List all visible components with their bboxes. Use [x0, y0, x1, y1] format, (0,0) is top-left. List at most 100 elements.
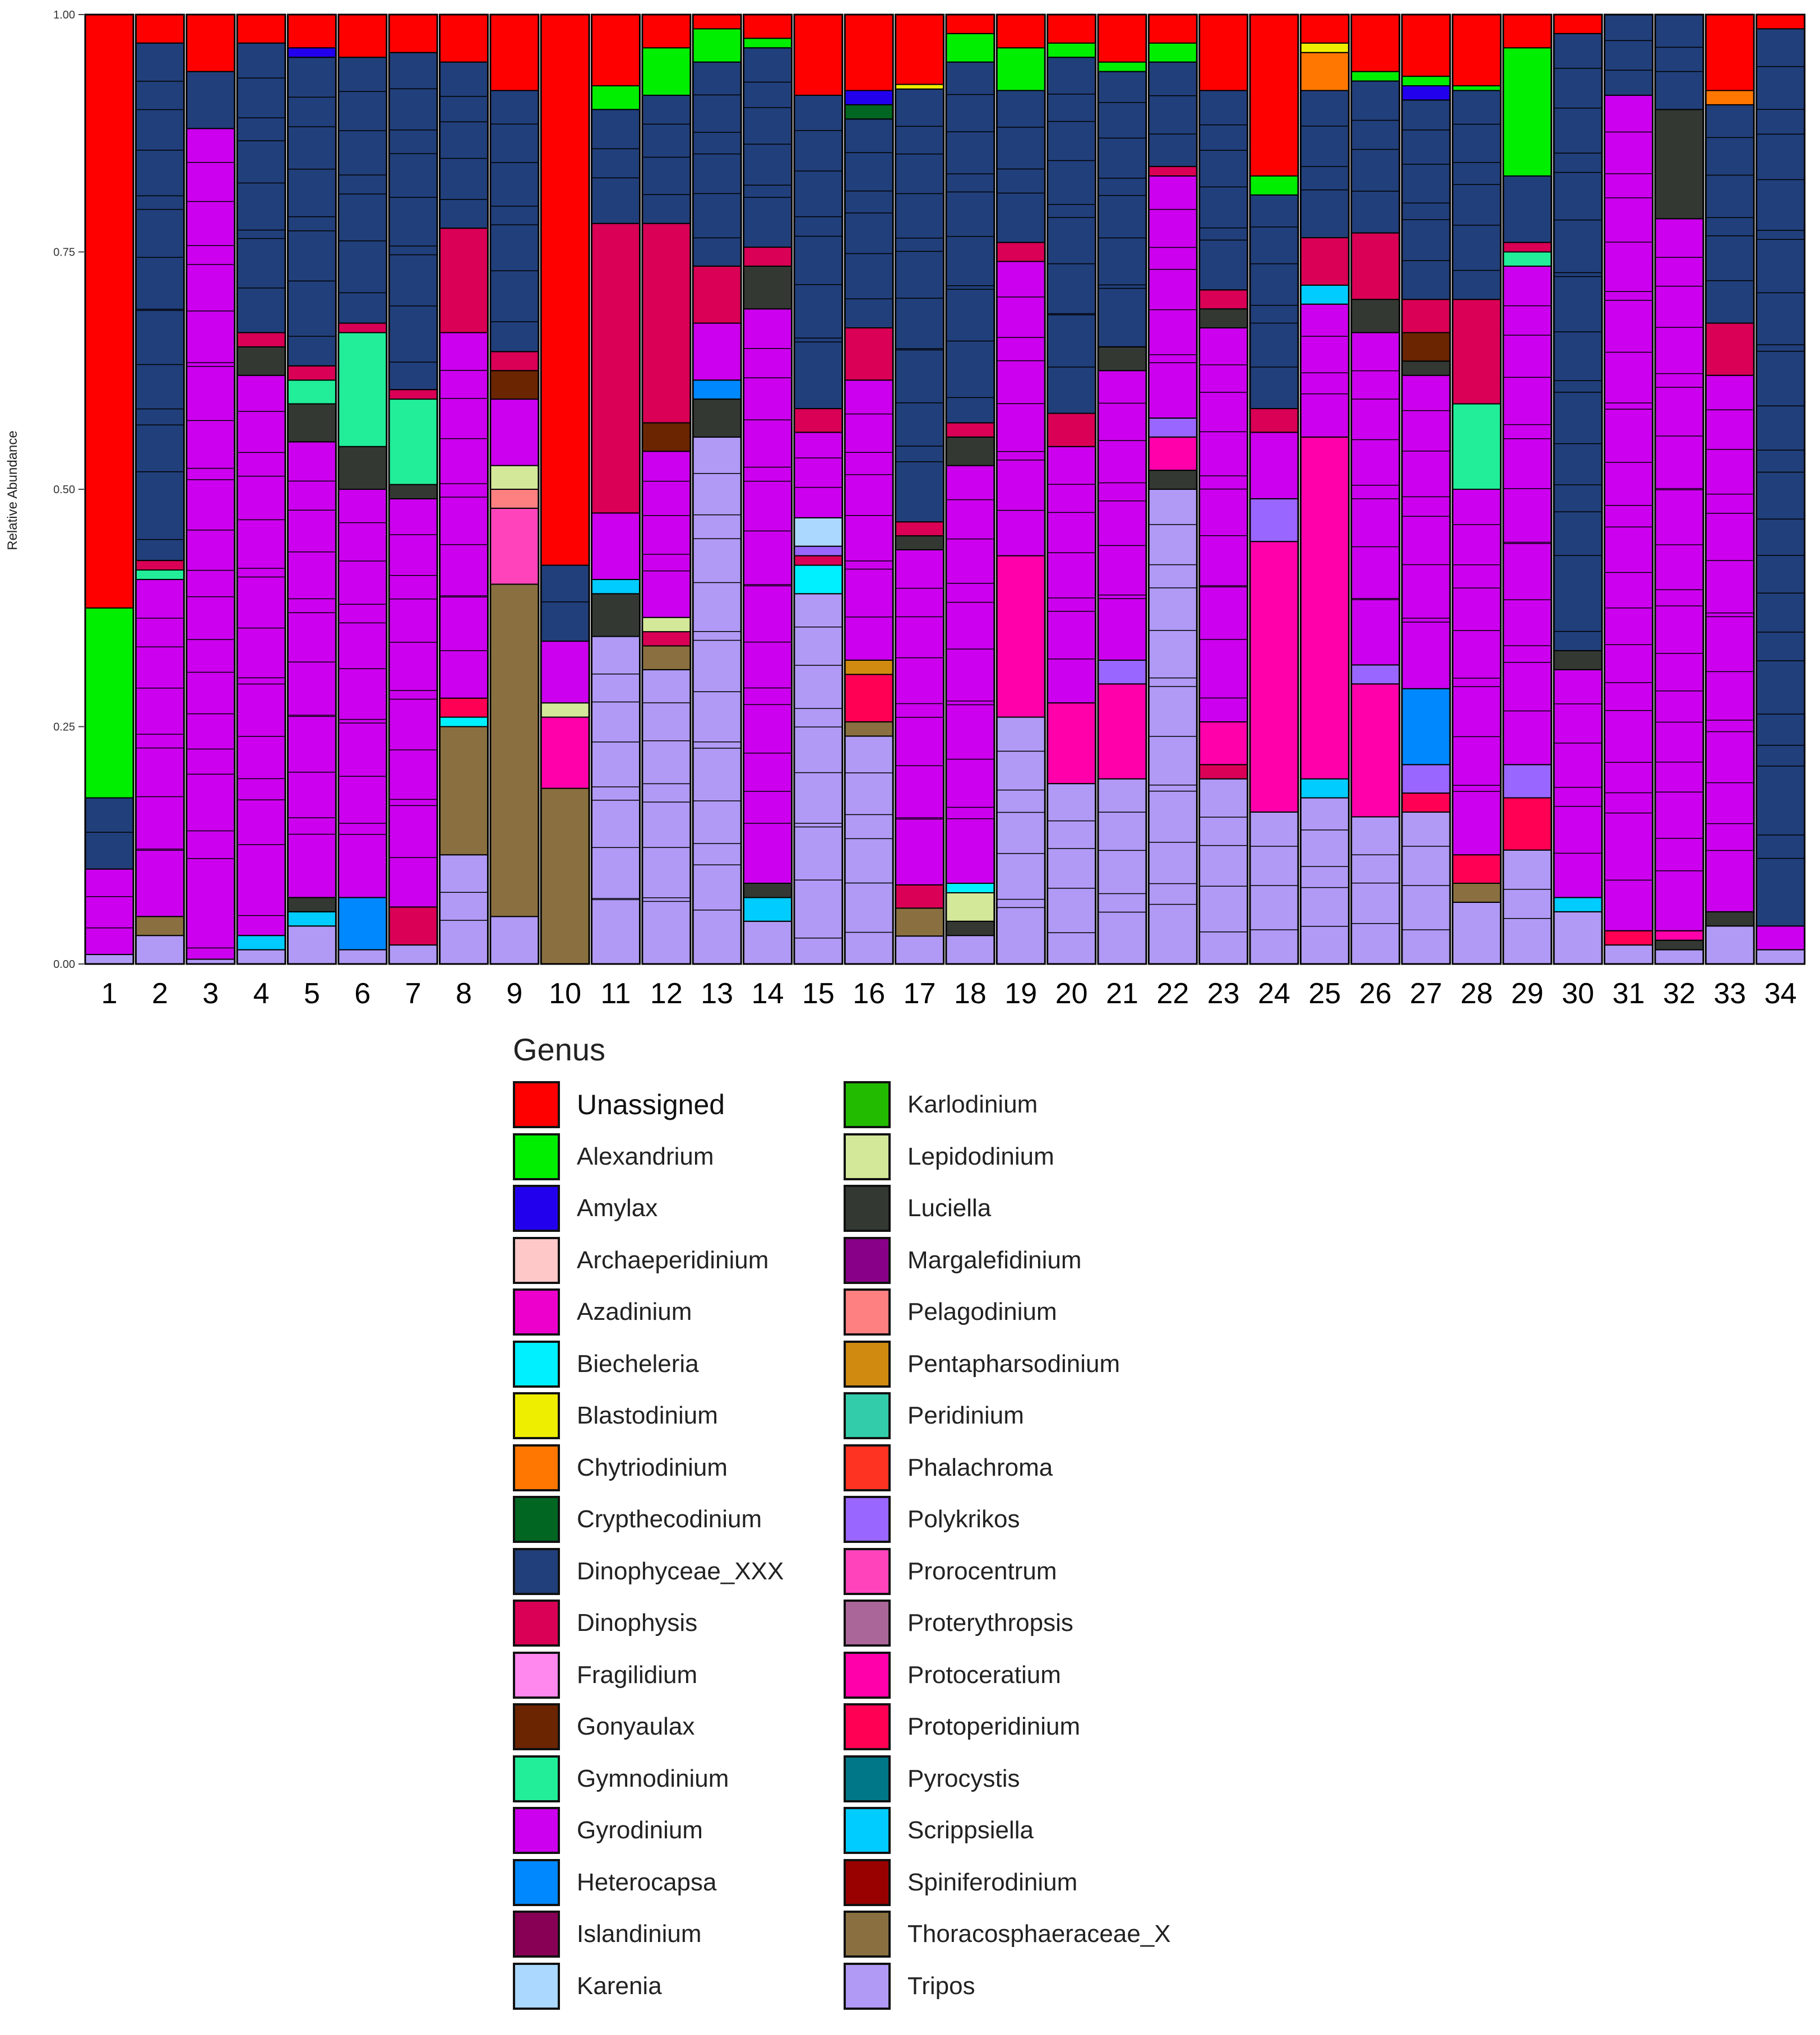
legend-swatch — [513, 1133, 560, 1180]
bar-segment-blastodinium — [895, 84, 944, 90]
bar-sample-13 — [692, 13, 742, 965]
legend-label: Tripos — [907, 1972, 975, 2000]
legend-item-phalachroma: Phalachroma — [844, 1442, 1157, 1494]
bar-segment-unassigned — [1401, 14, 1451, 77]
bar-segment-dinophyceae_xxx — [1300, 90, 1350, 239]
bar-segment-polykrikos — [1097, 659, 1147, 685]
bar-segment-alexandrium — [996, 47, 1046, 91]
bar-sample-26 — [1350, 13, 1401, 965]
bar-segment-thoracosphaeraceae_x — [641, 645, 691, 670]
bar-segment-tripos — [135, 935, 185, 965]
bar-segment-unassigned — [237, 14, 286, 44]
bar-segment-alexandrium — [1350, 71, 1400, 82]
bar-segment-gyrodinium — [1097, 370, 1147, 661]
bar-segment-gyrodinium — [1198, 327, 1248, 723]
bar-segment-dinophysis — [135, 560, 185, 571]
bar-segment-dinophysis — [945, 422, 995, 438]
bar-segment-thoracosphaeraceae_x — [1452, 883, 1502, 903]
x-tick-label: 2 — [152, 977, 168, 1009]
bar-sample-10 — [540, 13, 590, 965]
legend-item-archaeperidinium: Archaeperidinium — [513, 1235, 827, 1287]
bar-segment-thoracosphaeraceae_x — [439, 726, 489, 856]
x-tick-label: 26 — [1359, 977, 1392, 1009]
bar-segment-dinophysis — [591, 222, 641, 514]
bar-segment-tripos — [844, 735, 894, 965]
bar-segment-tripos — [1553, 911, 1603, 965]
bar-outline — [743, 13, 793, 965]
legend-item-karenia: Karenia — [513, 1960, 827, 2013]
legend-column-2: Karlodinium Lepidodinium Luciella Margalefi… — [844, 1079, 1171, 2012]
bar-segment-dinophysis — [1705, 322, 1755, 376]
bar-segment-unassigned — [1452, 14, 1502, 87]
legend-swatch — [513, 1600, 560, 1647]
legend-label: Gonyaulax — [577, 1713, 695, 1741]
bar-sample-33 — [1705, 13, 1755, 965]
bar-segment-unassigned — [1705, 14, 1755, 91]
legend-swatch — [513, 1236, 560, 1284]
bar-segment-unassigned — [388, 14, 438, 53]
bar-segment-dinophysis — [337, 322, 387, 333]
legend-swatch — [844, 1755, 891, 1802]
legend-label: Archaeperidinium — [577, 1246, 769, 1274]
x-tick-label: 31 — [1613, 977, 1645, 1009]
x-tick-label: 10 — [549, 977, 581, 1009]
bar-outline — [1097, 13, 1147, 965]
legend-label: Alexandrium — [577, 1142, 714, 1170]
bar-segment-gyrodinium — [1148, 175, 1198, 419]
bar-segment-polykrikos — [1350, 664, 1400, 685]
stacked-bar-chart: Relative Abundance 0.000.250.500.751.00 … — [5, 9, 1806, 1009]
bar-segment-gyrodinium — [85, 868, 134, 956]
legend-label: Scrippsiella — [907, 1816, 1034, 1844]
bar-segment-dinophyceae_xxx — [1452, 90, 1502, 300]
bar-segment-dinophyceae_xxx — [1046, 57, 1096, 414]
bar-segment-dinophysis — [1300, 237, 1350, 286]
bar-segment-scrippsiella — [287, 911, 337, 927]
bar-segment-tripos — [945, 935, 995, 965]
legend-swatch — [513, 1651, 560, 1699]
bar-segment-gyrodinium — [489, 398, 539, 466]
legend-item-lepidodinium: Lepidodinium — [844, 1131, 1157, 1183]
bar-segment-alexandrium — [743, 38, 793, 49]
bar-segment-unassigned — [591, 14, 641, 87]
x-tick-label: 18 — [954, 977, 987, 1009]
bar-segment-gyrodinium — [1452, 489, 1502, 856]
bar-segment-dinophyceae_xxx — [287, 57, 337, 367]
bar-segment-tripos — [1604, 944, 1654, 965]
bar-outline — [489, 13, 540, 965]
legend-swatch — [844, 1651, 891, 1699]
bar-outline — [1046, 13, 1097, 965]
bar-segment-dinophyceae_xxx — [1553, 33, 1603, 651]
bar-sample-15 — [793, 13, 844, 965]
bar-segment-gymnodinium — [1452, 403, 1502, 490]
bar-sample-22 — [1147, 13, 1198, 965]
x-tick-label: 33 — [1714, 977, 1746, 1009]
legend-label: Spiniferodinium — [907, 1868, 1078, 1896]
x-tick-label: 1 — [101, 977, 118, 1009]
bar-sample-25 — [1299, 13, 1350, 965]
bar-outline — [236, 13, 286, 965]
bar-segment-dinophyceae_xxx — [945, 61, 995, 424]
bar-segment-dinophysis — [287, 365, 337, 381]
bar-segment-dinophysis — [1452, 299, 1502, 405]
bar-segment-lepidodinium — [945, 892, 995, 922]
bar-outline — [388, 13, 438, 965]
x-tick-label: 22 — [1156, 977, 1189, 1009]
bar-segment-dinophysis — [388, 906, 438, 946]
bar-segment-unassigned — [135, 14, 185, 44]
bar-outline — [1147, 13, 1198, 965]
legend-title: Genus — [513, 1032, 605, 1067]
x-tick-label: 27 — [1410, 977, 1442, 1009]
bar-segment-dinophyceae_xxx — [135, 42, 185, 562]
bar-segment-dinophyceae_xxx — [1756, 28, 1805, 927]
x-tick-label: 16 — [853, 977, 885, 1009]
legend-label: Pelagodinium — [907, 1298, 1057, 1326]
bar-segment-protoceratium — [540, 716, 590, 789]
bar-segment-dinophyceae_xxx — [844, 118, 894, 329]
bar-segment-protoperidinium — [844, 674, 894, 723]
bar-segment-alexandrium — [1046, 42, 1096, 58]
legend-swatch — [513, 1807, 560, 1855]
x-tick-label: 11 — [601, 977, 631, 1009]
bar-segment-gymnodinium — [388, 398, 438, 485]
legend-label: Proterythropsis — [907, 1609, 1073, 1637]
bar-segment-gyrodinium — [743, 308, 793, 884]
